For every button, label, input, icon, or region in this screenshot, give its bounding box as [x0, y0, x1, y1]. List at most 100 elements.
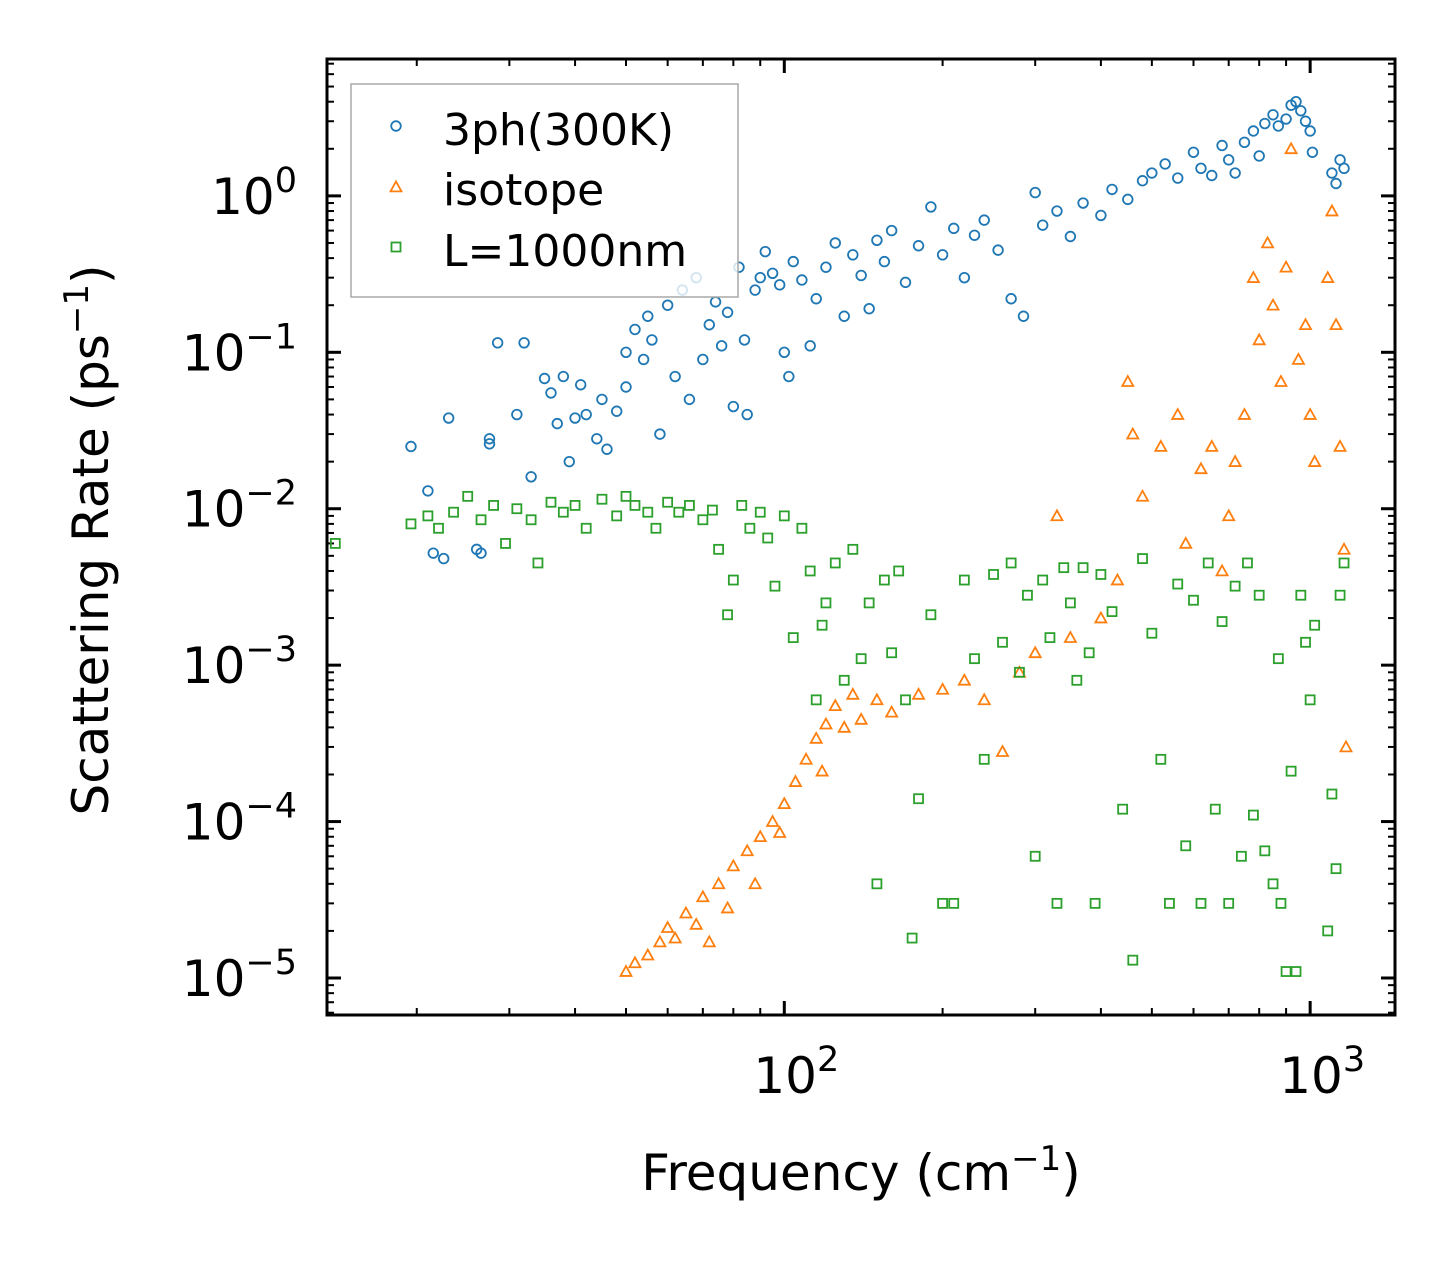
point-isotope: [772, 825, 787, 838]
series-isotope: [618, 141, 1354, 977]
point-boundary: [1242, 557, 1253, 569]
point-isotope: [884, 704, 899, 718]
x-tick-label: 102: [753, 1040, 839, 1105]
point-boundary: [1223, 897, 1235, 909]
point-isotope: [957, 672, 972, 686]
point-isotope: [1260, 235, 1275, 249]
point-boundary: [650, 522, 662, 534]
point-3ph: [885, 224, 898, 237]
point-3ph: [1172, 172, 1184, 184]
point-boundary: [829, 557, 841, 569]
point-isotope: [1303, 407, 1318, 420]
point-isotope: [1215, 563, 1230, 577]
point-boundary: [1044, 632, 1056, 644]
point-boundary: [1229, 580, 1241, 592]
legend-marker-isotope: [388, 179, 404, 193]
point-3ph: [518, 337, 530, 349]
point-3ph: [978, 214, 990, 226]
point-boundary: [937, 897, 948, 909]
point-boundary: [1209, 803, 1221, 815]
point-3ph: [1146, 167, 1158, 179]
point-3ph: [899, 276, 912, 289]
point-boundary: [913, 793, 924, 805]
point-3ph: [738, 334, 751, 346]
point-3ph: [442, 412, 455, 424]
point-3ph: [783, 370, 795, 383]
point-boundary: [580, 522, 592, 534]
point-isotope: [1237, 407, 1252, 420]
point-3ph: [683, 393, 696, 406]
point-boundary: [1029, 850, 1041, 862]
point-3ph: [847, 249, 859, 261]
point-isotope: [815, 763, 830, 777]
point-boundary: [804, 565, 816, 577]
point-boundary: [1253, 589, 1265, 601]
point-isotope: [1193, 461, 1209, 475]
point-boundary: [1095, 569, 1107, 580]
point-boundary: [488, 500, 499, 511]
point-3ph: [525, 471, 537, 483]
point-isotope: [652, 934, 667, 948]
point-isotope: [1110, 572, 1125, 586]
point-boundary: [1146, 627, 1158, 639]
point-isotope: [1246, 270, 1261, 283]
point-isotope: [788, 774, 803, 787]
point-3ph: [1290, 96, 1302, 108]
point-3ph: [958, 271, 971, 284]
point-3ph: [1216, 139, 1228, 152]
point-boundary: [662, 496, 674, 508]
point-isotope: [1125, 426, 1140, 440]
point-boundary: [906, 932, 918, 944]
point-3ph: [1326, 167, 1338, 179]
tick-labels: 102 103 100 10−1 10−2 10−3 10−4 10−5: [182, 161, 1365, 1105]
point-boundary: [1083, 647, 1095, 659]
point-isotope: [1333, 439, 1348, 452]
point-isotope: [1135, 488, 1150, 502]
point-boundary: [1285, 765, 1297, 777]
point-boundary: [525, 514, 537, 526]
point-isotope: [818, 716, 833, 730]
point-boundary: [787, 632, 799, 644]
series-boundary: [329, 490, 1350, 977]
point-boundary: [997, 636, 1008, 648]
point-isotope: [1291, 352, 1306, 365]
point-3ph: [483, 433, 496, 445]
point-3ph: [1206, 169, 1218, 182]
point-boundary: [978, 753, 990, 765]
point-isotope: [799, 751, 814, 765]
point-boundary: [969, 653, 980, 665]
point-isotope: [1298, 317, 1313, 331]
point-3ph: [1299, 115, 1312, 127]
point-boundary: [1195, 897, 1207, 909]
point-boundary: [1309, 619, 1321, 631]
point-boundary: [707, 504, 718, 516]
point-3ph: [968, 229, 981, 241]
point-boundary: [778, 510, 790, 522]
point-boundary: [462, 490, 474, 502]
point-3ph: [936, 249, 949, 261]
point-isotope: [911, 687, 926, 700]
point-3ph: [1106, 183, 1118, 196]
y-tick-label: 10−4: [182, 787, 297, 852]
point-boundary: [329, 538, 341, 549]
point-boundary: [511, 503, 523, 515]
point-boundary: [1202, 557, 1214, 569]
legend-label-3ph: 3ph(300K): [443, 105, 674, 156]
y-tick-label: 10−5: [182, 943, 297, 1008]
major-ticks: [327, 59, 1395, 1015]
point-3ph: [563, 455, 575, 468]
point-isotope: [748, 876, 763, 890]
point-3ph: [1017, 310, 1030, 322]
point-3ph: [491, 337, 504, 349]
point-boundary: [620, 490, 632, 502]
point-3ph: [829, 237, 841, 249]
legend-marker-3ph: [390, 120, 402, 132]
point-3ph: [610, 405, 623, 417]
point-isotope: [1273, 374, 1288, 387]
point-boundary: [816, 619, 828, 631]
point-boundary: [611, 510, 623, 522]
point-3ph: [810, 293, 822, 305]
point-isotope: [1178, 536, 1193, 549]
point-boundary: [1322, 925, 1334, 937]
